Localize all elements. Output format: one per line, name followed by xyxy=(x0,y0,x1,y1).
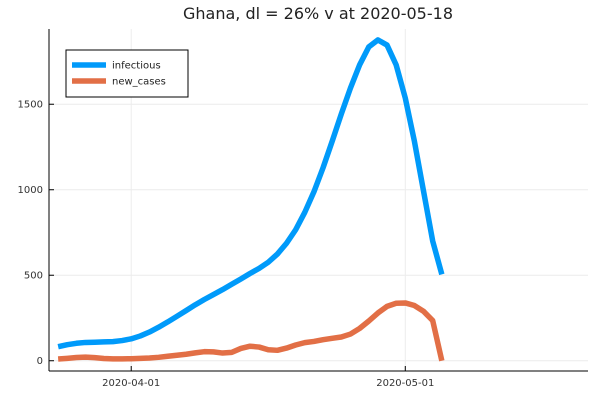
legend-box xyxy=(65,49,189,98)
axes: 2020-04-01 2020-05-01 0 500 1000 1500 xyxy=(18,29,588,389)
y-tick-label: 1000 xyxy=(18,185,43,196)
series-line-new-cases xyxy=(57,300,445,362)
x-tick-label: 2020-04-01 xyxy=(102,378,160,389)
y-tick-label: 1500 xyxy=(18,100,43,111)
legend: infectious new_cases xyxy=(65,49,189,98)
legend-label: infectious xyxy=(112,61,161,72)
x-tick-label: 2020-05-01 xyxy=(376,378,434,389)
y-tick-label: 0 xyxy=(37,356,43,367)
series-line-infectious xyxy=(57,37,445,350)
series-lines xyxy=(57,37,445,362)
y-tick-label: 500 xyxy=(24,271,43,282)
legend-label: new_cases xyxy=(112,77,166,88)
chart-title: Ghana, dl = 26% v at 2020-05-18 xyxy=(183,4,453,23)
